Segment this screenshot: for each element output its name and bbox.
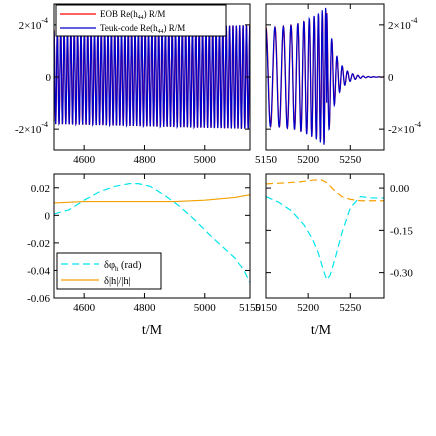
bottom-right-xtick-label: 5150 <box>255 302 278 314</box>
bottom-left-xtick-label: 5000 <box>194 302 217 314</box>
top-left-xtick-label: 5000 <box>194 154 217 166</box>
legend-top: EOB Re(h44) R/M Teuk-code Re(h44) R/M <box>55 4 227 37</box>
top-right-xtick-label: 5200 <box>297 154 320 166</box>
bottom-right-xtick-label: 5250 <box>339 302 362 314</box>
top-left-ytick-label: 0 <box>46 72 52 84</box>
legend-label-teuk: Teuk-code Re(h44) R/M <box>100 23 185 35</box>
bottom-left-xtick-label: 4800 <box>133 302 156 314</box>
panel-bottom-left: 4600 4800 5000 5150 0.02 0 -0.02 -0.04 -0.06 <box>27 173 262 314</box>
bottom-right-ytick-label: -0.30 <box>390 268 413 280</box>
bottom-left-frame <box>53 173 251 299</box>
xlabel-left: t/M <box>142 323 163 338</box>
legend-label-damp: δ|h|/|h| <box>104 276 131 287</box>
series-damp-bottom-right <box>265 179 384 202</box>
bottom-left-xtick-label: 4600 <box>73 302 96 314</box>
series-dphi-bottom-left <box>53 183 251 284</box>
series-teuk-top-right <box>266 7 384 145</box>
bottom-left-ytick-label: 0 <box>45 210 51 222</box>
bottom-right-ytick-label: -0.15 <box>390 225 413 237</box>
legend-label-eob: EOB Re(h44) R/M <box>100 9 165 21</box>
panel-bottom-right: 5150 5200 5250 0.00 -0.15 -0.30 <box>255 173 413 314</box>
bottom-left-xtick-label: 5150 <box>239 302 262 314</box>
top-left-xtick-label: 4800 <box>133 154 156 166</box>
series-dphi-bottom-right <box>265 195 384 281</box>
top-right-xtick-label: 5250 <box>339 154 362 166</box>
top-right-ytick-label: 2×10-4 <box>388 16 417 32</box>
bottom-right-xtick-label: 5200 <box>297 302 320 314</box>
panel-top-right: 5150 5200 5250 -2×10-4 0 2×10-4 <box>255 3 421 166</box>
bottom-right-frame <box>265 173 385 299</box>
legend-bottom: δφh (rad) δ|h|/|h| <box>56 252 162 290</box>
xlabel-right: t/M <box>311 323 332 338</box>
top-right-ytick-label: -2×10-4 <box>388 120 421 136</box>
top-left-ytick-label: 2×10-4 <box>19 16 48 32</box>
legend-label-dphi: δφh (rad) <box>104 260 142 273</box>
series-teuk-top-left <box>54 24 250 130</box>
bottom-left-ytick-label: -0.02 <box>27 238 50 250</box>
top-right-xtick-label: 5150 <box>255 154 278 166</box>
bottom-left-ytick-label: -0.06 <box>27 293 50 305</box>
bottom-right-ytick-label: 0.00 <box>390 183 410 195</box>
top-right-ytick-label: 0 <box>388 72 394 84</box>
bottom-left-ytick-label: 0.02 <box>31 183 50 195</box>
bottom-left-ytick-label: -0.04 <box>27 265 50 277</box>
top-left-xtick-label: 4600 <box>73 154 96 166</box>
top-left-ytick-label: -2×10-4 <box>15 120 48 136</box>
series-damp-bottom-left <box>53 194 251 204</box>
